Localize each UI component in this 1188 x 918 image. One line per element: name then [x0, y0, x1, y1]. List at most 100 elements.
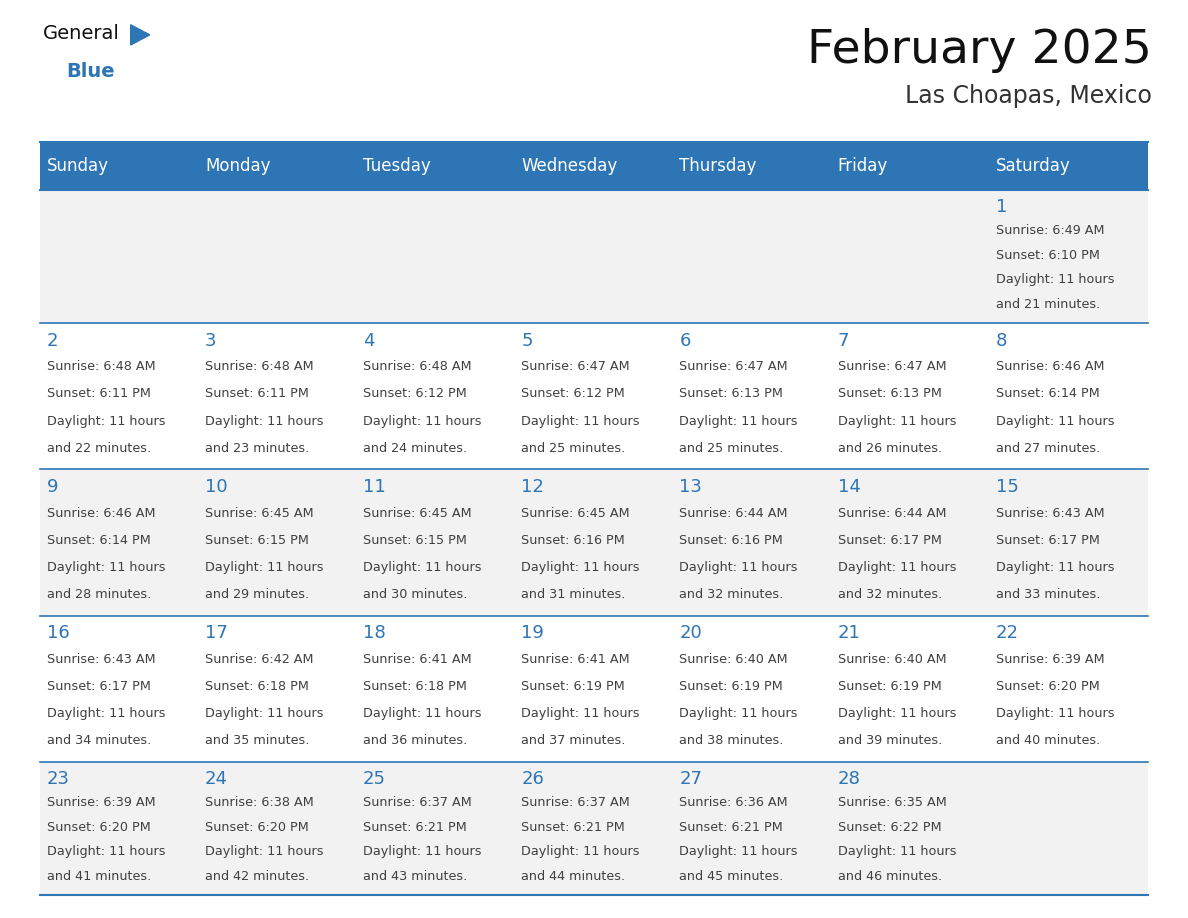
Text: 26: 26 — [522, 770, 544, 788]
Bar — [990, 190, 1148, 323]
Text: and 39 minutes.: and 39 minutes. — [838, 734, 942, 747]
Text: Sunset: 6:15 PM: Sunset: 6:15 PM — [364, 533, 467, 547]
Bar — [356, 142, 514, 190]
Text: Daylight: 11 hours: Daylight: 11 hours — [680, 415, 798, 428]
Text: Daylight: 11 hours: Daylight: 11 hours — [680, 561, 798, 574]
Bar — [990, 762, 1148, 895]
Text: Sunrise: 6:49 AM: Sunrise: 6:49 AM — [996, 224, 1105, 237]
Text: Sunrise: 6:47 AM: Sunrise: 6:47 AM — [522, 361, 630, 374]
Text: 2: 2 — [46, 331, 58, 350]
Bar — [832, 323, 990, 469]
Text: and 34 minutes.: and 34 minutes. — [46, 734, 151, 747]
Text: 28: 28 — [838, 770, 860, 788]
Text: Sunrise: 6:37 AM: Sunrise: 6:37 AM — [364, 796, 472, 809]
Text: and 46 minutes.: and 46 minutes. — [838, 869, 942, 883]
Text: Daylight: 11 hours: Daylight: 11 hours — [204, 561, 323, 574]
Bar — [198, 190, 356, 323]
Text: 25: 25 — [364, 770, 386, 788]
Text: 9: 9 — [46, 478, 58, 496]
Text: 24: 24 — [204, 770, 228, 788]
Text: Sunset: 6:21 PM: Sunset: 6:21 PM — [522, 821, 625, 834]
Text: Sunrise: 6:46 AM: Sunrise: 6:46 AM — [996, 361, 1105, 374]
Text: and 26 minutes.: and 26 minutes. — [838, 442, 942, 454]
Text: Sunrise: 6:48 AM: Sunrise: 6:48 AM — [364, 361, 472, 374]
Text: Sunset: 6:17 PM: Sunset: 6:17 PM — [996, 533, 1100, 547]
Text: Sunset: 6:18 PM: Sunset: 6:18 PM — [204, 680, 309, 693]
Text: Monday: Monday — [204, 157, 271, 175]
Text: and 40 minutes.: and 40 minutes. — [996, 734, 1100, 747]
Text: and 36 minutes.: and 36 minutes. — [364, 734, 467, 747]
Text: General: General — [43, 24, 120, 43]
Polygon shape — [131, 25, 150, 45]
Text: Sunset: 6:15 PM: Sunset: 6:15 PM — [204, 533, 309, 547]
Text: and 43 minutes.: and 43 minutes. — [364, 869, 467, 883]
Text: February 2025: February 2025 — [808, 28, 1152, 73]
Text: 7: 7 — [838, 331, 849, 350]
Text: Sunset: 6:21 PM: Sunset: 6:21 PM — [364, 821, 467, 834]
Text: Sunset: 6:19 PM: Sunset: 6:19 PM — [522, 680, 625, 693]
Bar — [40, 323, 198, 469]
Bar — [674, 762, 832, 895]
Text: Sunset: 6:22 PM: Sunset: 6:22 PM — [838, 821, 941, 834]
Text: Daylight: 11 hours: Daylight: 11 hours — [838, 561, 956, 574]
Text: and 28 minutes.: and 28 minutes. — [46, 588, 151, 601]
Text: and 44 minutes.: and 44 minutes. — [522, 869, 625, 883]
Text: 4: 4 — [364, 331, 374, 350]
Text: Sunrise: 6:43 AM: Sunrise: 6:43 AM — [46, 653, 156, 666]
Text: Sunset: 6:17 PM: Sunset: 6:17 PM — [838, 533, 941, 547]
Text: Sunset: 6:11 PM: Sunset: 6:11 PM — [46, 387, 151, 400]
Bar — [514, 469, 674, 616]
Text: Sunrise: 6:47 AM: Sunrise: 6:47 AM — [680, 361, 788, 374]
Text: 17: 17 — [204, 624, 228, 643]
Text: Sunday: Sunday — [46, 157, 109, 175]
Bar — [356, 762, 514, 895]
Bar — [514, 616, 674, 762]
Bar — [832, 190, 990, 323]
Text: and 31 minutes.: and 31 minutes. — [522, 588, 626, 601]
Text: Sunrise: 6:47 AM: Sunrise: 6:47 AM — [838, 361, 946, 374]
Text: and 38 minutes.: and 38 minutes. — [680, 734, 784, 747]
Bar — [198, 616, 356, 762]
Bar — [514, 190, 674, 323]
Bar — [832, 616, 990, 762]
Text: Sunset: 6:18 PM: Sunset: 6:18 PM — [364, 680, 467, 693]
Text: Sunset: 6:10 PM: Sunset: 6:10 PM — [996, 249, 1100, 262]
Text: and 25 minutes.: and 25 minutes. — [522, 442, 626, 454]
Text: Tuesday: Tuesday — [364, 157, 431, 175]
Text: and 25 minutes.: and 25 minutes. — [680, 442, 784, 454]
Text: 6: 6 — [680, 331, 690, 350]
Text: Daylight: 11 hours: Daylight: 11 hours — [522, 707, 640, 720]
Text: Sunrise: 6:45 AM: Sunrise: 6:45 AM — [204, 507, 314, 520]
Text: Sunset: 6:20 PM: Sunset: 6:20 PM — [46, 821, 151, 834]
Text: Sunset: 6:12 PM: Sunset: 6:12 PM — [522, 387, 625, 400]
Text: and 45 minutes.: and 45 minutes. — [680, 869, 784, 883]
Text: Las Choapas, Mexico: Las Choapas, Mexico — [905, 84, 1152, 108]
Text: 1: 1 — [996, 198, 1007, 216]
Bar — [198, 762, 356, 895]
Text: Thursday: Thursday — [680, 157, 757, 175]
Text: Daylight: 11 hours: Daylight: 11 hours — [838, 707, 956, 720]
Text: Sunset: 6:20 PM: Sunset: 6:20 PM — [996, 680, 1100, 693]
Bar — [40, 616, 198, 762]
Text: Daylight: 11 hours: Daylight: 11 hours — [522, 561, 640, 574]
Text: Sunrise: 6:40 AM: Sunrise: 6:40 AM — [680, 653, 788, 666]
Text: Daylight: 11 hours: Daylight: 11 hours — [996, 274, 1114, 286]
Bar — [674, 190, 832, 323]
Bar — [990, 469, 1148, 616]
Bar — [832, 469, 990, 616]
Bar — [40, 142, 198, 190]
Text: Sunset: 6:16 PM: Sunset: 6:16 PM — [522, 533, 625, 547]
Text: Daylight: 11 hours: Daylight: 11 hours — [46, 707, 165, 720]
Text: Sunrise: 6:35 AM: Sunrise: 6:35 AM — [838, 796, 947, 809]
Bar — [356, 616, 514, 762]
Text: Sunrise: 6:44 AM: Sunrise: 6:44 AM — [680, 507, 788, 520]
Text: Sunrise: 6:45 AM: Sunrise: 6:45 AM — [364, 507, 472, 520]
Text: Daylight: 11 hours: Daylight: 11 hours — [680, 845, 798, 858]
Bar — [674, 323, 832, 469]
Text: and 30 minutes.: and 30 minutes. — [364, 588, 467, 601]
Text: Daylight: 11 hours: Daylight: 11 hours — [996, 415, 1114, 428]
Text: and 41 minutes.: and 41 minutes. — [46, 869, 151, 883]
Text: Sunrise: 6:41 AM: Sunrise: 6:41 AM — [522, 653, 630, 666]
Text: and 24 minutes.: and 24 minutes. — [364, 442, 467, 454]
Text: Daylight: 11 hours: Daylight: 11 hours — [204, 845, 323, 858]
